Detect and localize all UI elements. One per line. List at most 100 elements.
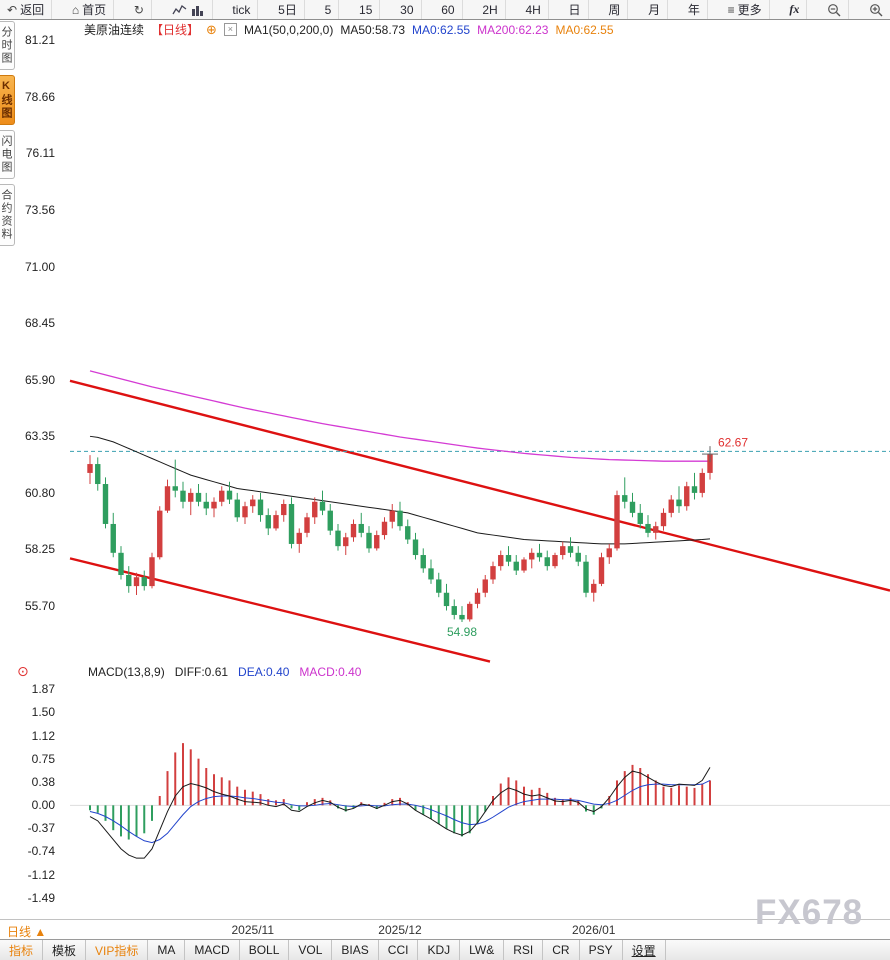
bottom-tab-13[interactable]: PSY [580,940,623,960]
add-indicator-icon[interactable]: ⊕ [206,21,217,37]
ma0-value-orange: MA0:62.55 [555,22,614,37]
chart-legend: 美原油连续 【日线】 ⊕ × MA1(50,0,200,0) MA50:58.7… [84,21,614,38]
more-icon: ≡ [727,2,735,17]
last-price-label: 62.67 [718,435,748,449]
x-axis-row: 日线 ▲ 2025/11 2025/12 2026/01 [0,919,890,940]
interval-button-2[interactable]: 5 [318,0,340,19]
interval-button-8[interactable]: 日 [562,0,589,19]
ma50-value: MA50:58.73 [340,22,406,37]
macd-axis-label: 0.75 [31,751,55,766]
price-axis-label: 65.90 [24,372,55,387]
macd-axis-label: 1.50 [31,705,55,719]
trendlines-layer [69,379,890,663]
macd-legend: MACD(13,8,9) DIFF:0.61 DEA:0.40 MACD:0.4… [88,665,361,679]
x-axis-tick-2: 2026/01 [572,923,616,937]
interval-button-4[interactable]: 30 [393,0,422,19]
bottom-tab-12[interactable]: CR [543,940,580,960]
candlestick-chart[interactable]: 62.67 54.98 [0,38,890,665]
side-tab-2[interactable]: 闪电图 [0,130,15,179]
price-axis-label: 58.25 [24,542,55,557]
crosshair-cursor [702,446,718,463]
side-tab-0[interactable]: 分时图 [0,21,15,70]
zoom-out-button[interactable] [820,0,850,19]
macd-axis: 1.87 1.50 1.12 0.75 0.38 0.00 -0.37 -0.74 -1.12 -… [0,678,58,918]
period-label: 【日线】 [151,23,200,37]
interval-button-1[interactable]: 5日 [271,0,305,19]
back-label: 返回 [20,3,45,17]
bottom-tab-6[interactable]: VOL [289,940,333,960]
more-button[interactable]: ≡ 更多 [721,0,770,19]
line-chart-icon[interactable] [172,4,187,16]
macd-axis-label: -0.37 [27,821,55,836]
macd-dea-value: DEA:0.40 [238,665,290,679]
bottom-tab-bar: 指标 模板 VIP指标 MA MACD BOLL VOL BIAS CCI KDJ LW& RSI CR… [0,939,890,960]
bottom-tab-5[interactable]: BOLL [240,940,290,960]
home-icon: ⌂ [71,2,80,17]
bottom-tab-7[interactable]: BIAS [332,940,379,960]
bottom-tab-0[interactable]: 指标 [0,940,44,960]
ma0-value-blue: MA0:62.55 [412,22,471,37]
zoom-in-button[interactable] [862,0,890,19]
symbol-name: 美原油连续 [84,23,145,37]
interval-button-10[interactable]: 月 [641,0,669,19]
x-axis-tick-1: 2025/12 [378,923,422,937]
bottom-tab-9[interactable]: KDJ [418,940,461,960]
ma-config-label: MA1(50,0,200,0) [243,22,334,37]
price-axis-label: 71.00 [24,259,55,274]
ma200-value: MA200:62.23 [477,22,549,37]
macd-macd-value: MACD:0.40 [299,665,362,679]
diff-line [89,767,711,859]
bottom-tab-2[interactable]: VIP指标 [86,940,149,960]
side-tab-strip: 分时图 K线图闪电图合约资料 [0,21,17,246]
bottom-tab-10[interactable]: LW& [460,940,505,960]
price-axis-label: 55.70 [24,599,55,614]
refresh-button[interactable]: ↻ [127,0,152,19]
price-axis-label: 78.66 [24,89,55,104]
bottom-tab-14[interactable]: 设置 [623,940,666,960]
interval-button-3[interactable]: 15 [352,0,381,19]
side-tab-3[interactable]: 合约资料 [0,184,15,246]
low-price-label: 54.98 [447,625,477,639]
zoom-in-icon [869,3,883,16]
period-toggle[interactable]: 日线 ▲ [7,925,47,939]
price-axis-label: 60.80 [24,485,55,500]
interval-button-9[interactable]: 周 [601,0,629,19]
side-tab-1[interactable]: K线图 [0,75,15,125]
interval-button-7[interactable]: 4H [518,0,549,19]
macd-chart[interactable] [0,678,890,918]
x-axis-tick-0: 2025/11 [231,923,275,937]
candles-layer [87,451,713,623]
chart-type-buttons[interactable] [165,0,213,19]
bottom-tab-1[interactable]: 模板 [43,940,87,960]
macd-histogram [89,743,711,840]
bottom-tab-11[interactable]: RSI [504,940,544,960]
macd-axis-label: 1.87 [31,682,55,696]
interval-button-0[interactable]: tick [225,0,259,19]
zoom-out-icon [828,3,841,16]
back-button[interactable]: ↶ 返回 [0,0,53,19]
bottom-tab-8[interactable]: CCI [379,940,419,960]
bottom-tab-4[interactable]: MACD [185,940,240,960]
top-toolbar: ↶ 返回 ⌂ 首页 ↻ tick 5日 5 15 30 60 2H 4H 日周月年 ≡ 更多 f… [0,0,890,20]
home-button[interactable]: ⌂ 首页 [65,0,115,19]
formula-button[interactable]: fx [782,0,808,19]
price-axis-label: 68.45 [24,316,55,331]
dea-line [89,779,711,844]
volume-chart-icon[interactable] [190,4,205,16]
macd-axis-label: 1.12 [31,728,55,743]
interval-button-5[interactable]: 60 [434,0,463,19]
price-axis: 81.21 78.66 76.11 73.56 71.00 68.45 65.90 63.35… [0,33,58,665]
fx-icon: fx [789,2,800,16]
ma200-line [89,370,710,462]
macd-diff-value: DIFF:0.61 [174,665,229,679]
refresh-icon: ↻ [133,2,144,17]
bottom-tab-3[interactable]: MA [148,940,186,960]
macd-axis-label: 0.38 [31,774,55,789]
macd-axis-label: 0.00 [31,798,55,813]
ma-checkbox-icon[interactable]: × [223,23,237,36]
interval-button-11[interactable]: 年 [681,0,708,19]
interval-button-6[interactable]: 2H [475,0,506,19]
indicator-target-icon[interactable]: ⊙ [17,663,29,679]
macd-axis-label: -0.74 [27,844,55,859]
macd-config-label: MACD(13,8,9) [88,665,165,679]
